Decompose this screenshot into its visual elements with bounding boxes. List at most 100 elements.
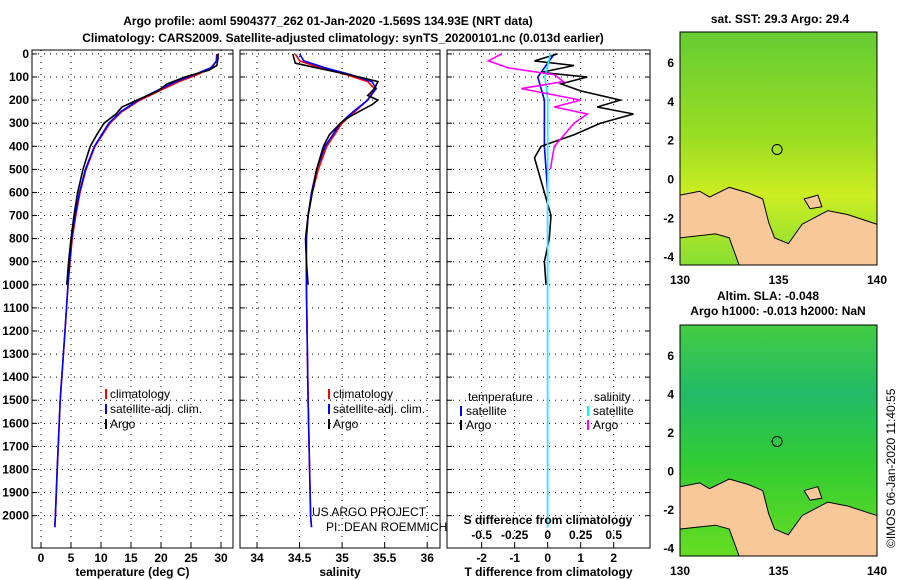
y-tick-label: 200 <box>9 93 29 107</box>
x-tick-label: 1 <box>577 551 584 565</box>
x-tick-label: 36 <box>421 551 435 565</box>
lat-tick-label: 0 <box>667 464 674 478</box>
legend-label: satellite-adj. clim. <box>333 402 425 416</box>
land-polygon <box>679 186 878 266</box>
x-tick-label: 5 <box>68 551 75 565</box>
y-tick-label: 400 <box>9 139 29 153</box>
x-tick-label: 30 <box>214 551 228 565</box>
legend-label: satellite-adj. clim. <box>110 402 202 416</box>
legend-label: climatology <box>110 387 170 401</box>
lat-tick-label: 6 <box>667 349 674 363</box>
y-tick-label: 1900 <box>2 486 29 500</box>
land-polygon <box>679 478 878 557</box>
legend-swatch <box>460 420 462 430</box>
legend-label: Argo <box>593 418 619 432</box>
legend-label: Argo <box>110 417 136 431</box>
legend-label: satellite <box>593 404 634 418</box>
plot-frame <box>31 49 234 549</box>
lon-tick-label: 135 <box>768 273 788 287</box>
lon-tick-label: 130 <box>670 564 690 578</box>
plot-frame <box>239 49 441 549</box>
lon-tick-label: 140 <box>867 273 887 287</box>
y-tick-label: 0 <box>22 47 29 61</box>
legend-swatch <box>587 406 589 416</box>
lon-tick-label: 130 <box>670 273 690 287</box>
series-line-t-satellite <box>536 53 555 528</box>
imos-credit: ©IMOS 06-Jan-2020 11:40:55 <box>884 388 898 548</box>
x-tick-label: 10 <box>94 551 108 565</box>
title-line-1: Argo profile: aoml 5904377_262 01-Jan-20… <box>123 14 533 28</box>
y-tick-label: 1600 <box>2 416 29 430</box>
series-line-climatology <box>54 53 218 528</box>
map-sla: 130 135 140 6 4 2 0 -2 -4 Altim. SLA: -0.048Argo … <box>663 289 887 578</box>
x-tick-label: 35 <box>335 551 349 565</box>
x-tick-label: 35.5 <box>373 551 397 565</box>
series-line-argo <box>66 53 219 285</box>
series-line-s-argo <box>486 53 590 170</box>
title-line-2: Climatology: CARS2009. Satellite-adjuste… <box>82 31 604 45</box>
y-tick-label: 500 <box>9 162 29 176</box>
legend-title-temperature: temperature <box>468 390 533 404</box>
x2-tick-label: -0.25 <box>501 528 529 542</box>
legend-label: Argo <box>466 418 492 432</box>
pi-credit: PI: DEAN ROEMMICH <box>326 520 447 534</box>
lat-tick-label: 6 <box>667 56 674 70</box>
series-line-satellite-adj-clim- <box>54 53 219 528</box>
y-tick-label: 300 <box>9 116 29 130</box>
y-tick-label: 1100 <box>3 301 29 315</box>
legend-swatch <box>587 420 589 430</box>
y-tick-label: 700 <box>9 209 29 223</box>
lat-tick-label: -2 <box>663 211 674 225</box>
lon-tick-label: 135 <box>768 564 788 578</box>
legend-swatch <box>105 404 107 414</box>
lat-tick-label: -4 <box>663 541 674 555</box>
legend-title-salinity: salinity <box>594 390 631 404</box>
x-tick-label: 20 <box>154 551 168 565</box>
map-sst: 130 135 140 6 4 2 0 -2 -4 sat. SST: 29.3 Argo: 29… <box>663 12 887 287</box>
legend-swatch <box>105 389 107 399</box>
y-tick-label: 1400 <box>2 370 29 384</box>
x-tick-label: 25 <box>184 551 198 565</box>
x2-axis-label: S difference from climatology <box>464 513 633 527</box>
lat-tick-label: -2 <box>663 503 674 517</box>
panel-difference: -2 -1 0 1 2T difference from climatology temp… <box>446 49 651 579</box>
x-tick-label: 34.5 <box>288 551 312 565</box>
x-tick-label: 15 <box>124 551 138 565</box>
y-tick-label: 1300 <box>2 347 29 361</box>
x-tick-label: 34 <box>250 551 264 565</box>
y-tick-label: 600 <box>9 185 29 199</box>
project-credit: US ARGO PROJECT <box>312 505 427 519</box>
land-polygon <box>803 194 823 210</box>
y-tick-label: 2000 <box>2 509 29 523</box>
y-tick-label: 1500 <box>2 393 29 407</box>
x-axis-label: temperature (deg C) <box>75 565 189 579</box>
legend-label: Argo <box>333 417 359 431</box>
lat-tick-label: 2 <box>667 134 674 148</box>
y-tick-label: 900 <box>9 255 29 269</box>
map-subtitle: Argo h1000: -0.013 h2000: NaN <box>690 304 865 318</box>
x-tick-label: 0 <box>544 551 551 565</box>
panel-salinity: 34 34.5 35 35.5 36 salinity climatologysatelli… <box>239 49 441 579</box>
legend-swatch <box>460 406 462 416</box>
land-polygon <box>803 486 823 501</box>
x2-tick-label: 0.25 <box>569 528 593 542</box>
y-tick-label: 100 <box>9 70 29 84</box>
x-axis-label: salinity <box>319 565 361 579</box>
plot-frame <box>446 49 651 549</box>
panel-temperature: 0 100 200 300 400 500 600 700 800 900 1000 1100 1200… <box>2 47 234 579</box>
y-tick-label: 1700 <box>2 439 29 453</box>
y-tick-label: 1200 <box>2 324 29 338</box>
y-tick-label: 1800 <box>2 463 29 477</box>
legend-swatch <box>328 404 330 414</box>
series-line-argo <box>292 53 380 285</box>
x-tick-label: -1 <box>509 551 520 565</box>
y-tick-label: 1000 <box>2 278 29 292</box>
x-tick-label: 2 <box>610 551 617 565</box>
legend-label: satellite <box>466 404 507 418</box>
legend-swatch <box>328 389 330 399</box>
legend-swatch <box>328 419 330 429</box>
x2-tick-label: 0 <box>544 528 551 542</box>
x2-tick-label: 0.5 <box>605 528 622 542</box>
y-tick-label: 800 <box>9 232 29 246</box>
